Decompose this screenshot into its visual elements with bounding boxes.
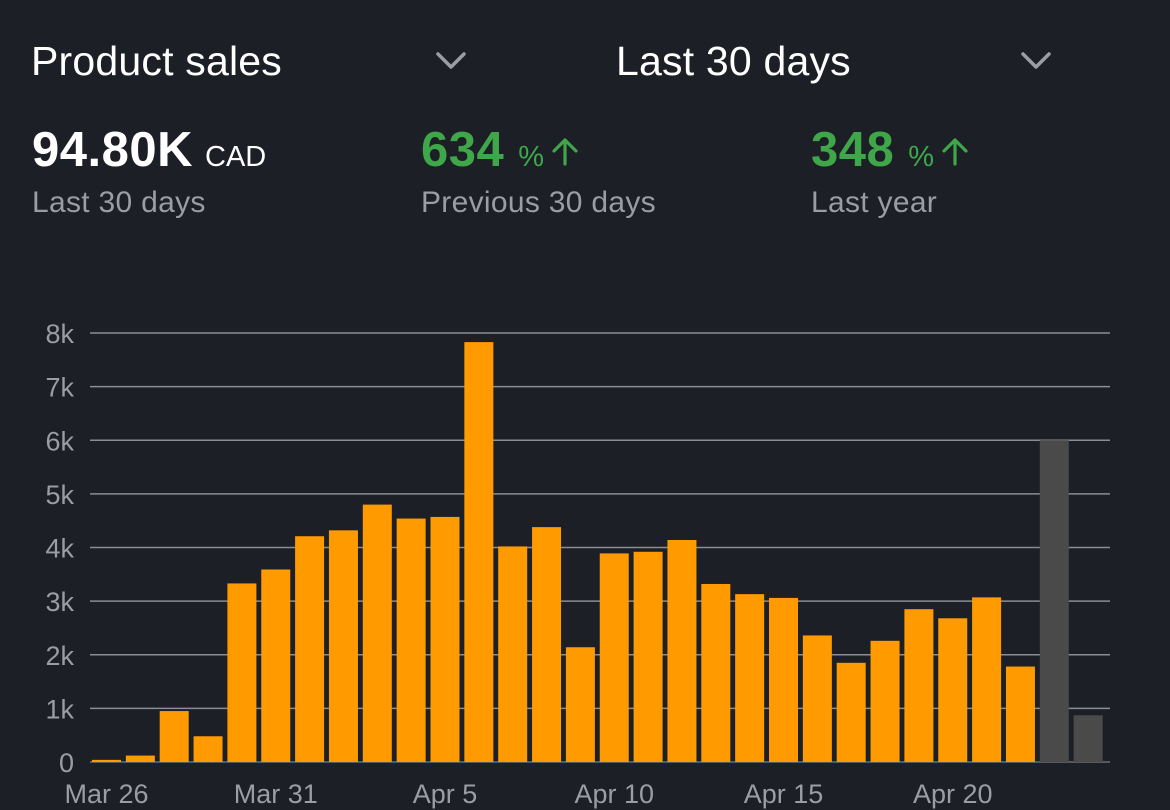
x-tick-label: Mar 31 [234, 779, 318, 809]
date-range-dropdown[interactable]: Last 30 days [616, 30, 1052, 92]
bar [261, 569, 291, 762]
metric-selector-dropdown[interactable]: Product sales [31, 30, 467, 92]
stat-last-year-change: 348 % Last year [811, 122, 970, 220]
bar [836, 662, 866, 762]
bar [328, 530, 358, 762]
x-tick-label: Apr 20 [913, 779, 993, 809]
stat-previous-period-change: 634 % Previous 30 days [421, 122, 656, 220]
date-range-label: Last 30 days [616, 37, 851, 84]
bar [769, 597, 798, 762]
bar [599, 553, 629, 762]
bar [532, 527, 562, 762]
bar [295, 536, 325, 762]
previous-change-value: 634 [421, 123, 505, 177]
bar [498, 546, 528, 762]
bar [972, 597, 1002, 762]
y-tick-label: 8k [45, 319, 74, 349]
y-tick-label: 5k [45, 480, 74, 510]
metric-selector-label: Product sales [31, 37, 283, 84]
arrow-up-icon [552, 138, 578, 166]
bar [396, 518, 426, 762]
x-tick-label: Apr 10 [574, 779, 654, 809]
y-tick-label: 6k [45, 426, 74, 456]
percent-unit: % [908, 141, 935, 173]
last-year-change-caption: Last year [811, 186, 938, 219]
stat-total-sales: 94.80K CAD Last 30 days [32, 122, 266, 220]
bar [193, 736, 223, 762]
chevron-down-icon [436, 52, 466, 69]
bar [1039, 440, 1069, 762]
bar [430, 516, 460, 762]
bar [464, 342, 494, 762]
currency-unit: CAD [205, 141, 267, 173]
bar [565, 647, 595, 762]
bar [92, 759, 121, 762]
bar [633, 551, 663, 762]
bar [159, 711, 189, 762]
bar [701, 583, 731, 762]
y-tick-label: 4k [45, 534, 74, 564]
x-tick-label: Mar 26 [64, 779, 148, 809]
y-tick-label: 3k [45, 587, 74, 617]
y-tick-label: 2k [45, 641, 74, 671]
x-tick-label: Apr 15 [744, 779, 824, 809]
y-tick-label: 0 [59, 748, 74, 778]
bar [870, 640, 900, 762]
total-sales-value: 94.80K [32, 123, 194, 177]
bar [1005, 666, 1035, 762]
percent-unit: % [518, 141, 545, 173]
chevron-down-icon [1021, 52, 1051, 69]
bar [362, 504, 392, 762]
bar [227, 583, 257, 762]
bar [735, 594, 765, 762]
bar [938, 618, 968, 762]
bar [667, 539, 697, 762]
arrow-up-icon [942, 138, 968, 166]
total-sales-caption: Last 30 days [32, 186, 206, 219]
bar [904, 609, 934, 762]
bar [125, 755, 155, 762]
bar [1073, 715, 1103, 762]
last-year-change-value: 348 [811, 123, 895, 177]
y-tick-label: 1k [45, 694, 74, 724]
bar [802, 635, 832, 762]
y-tick-label: 7k [45, 373, 74, 403]
x-tick-label: Apr 5 [413, 779, 478, 809]
previous-change-caption: Previous 30 days [421, 186, 656, 219]
